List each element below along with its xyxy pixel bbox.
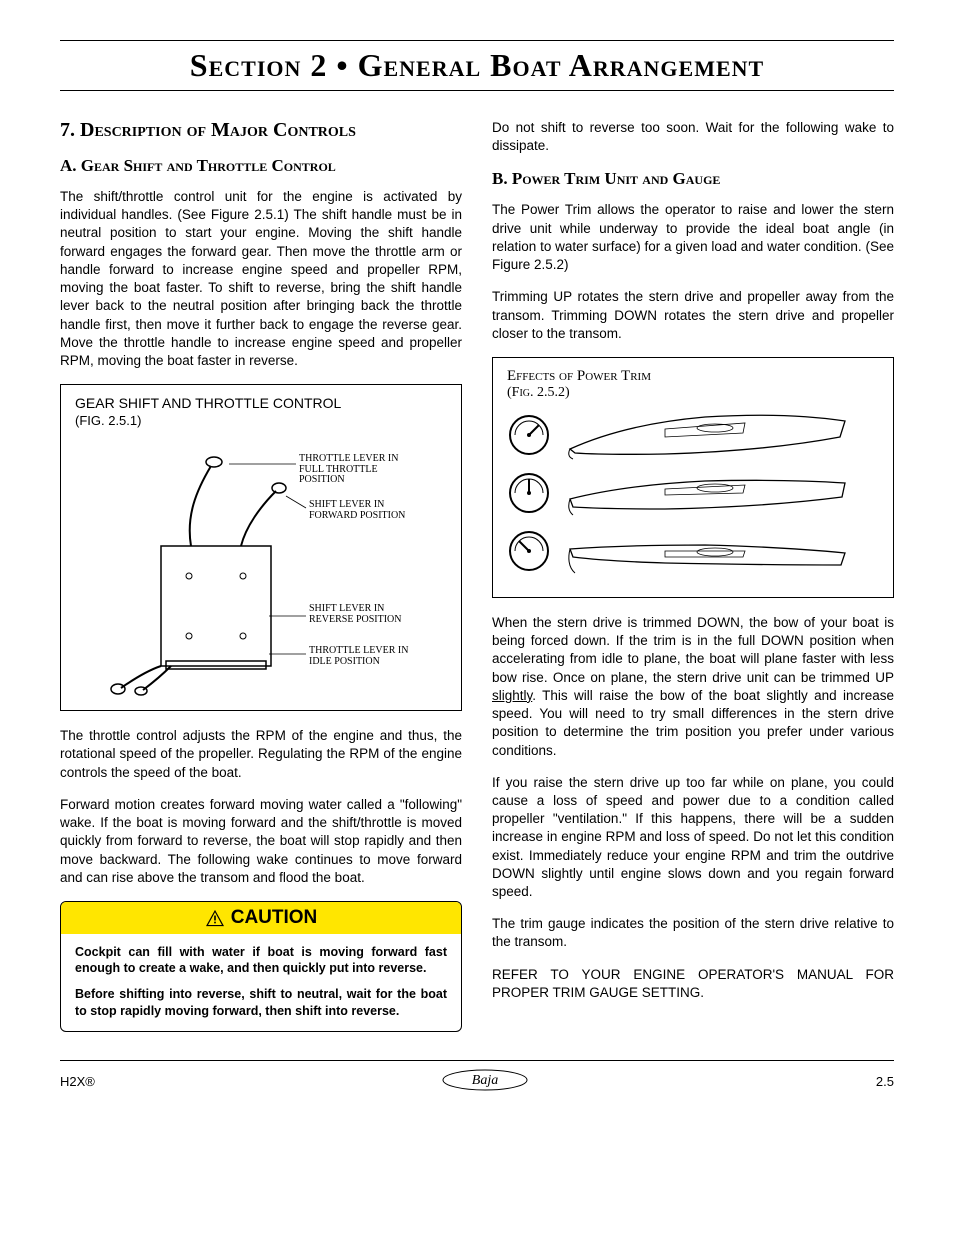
trim-row-down bbox=[507, 525, 879, 577]
warning-icon bbox=[205, 909, 225, 927]
boat-icon-up bbox=[565, 409, 855, 461]
fig2-subtitle: (Fig. 2.5.2) bbox=[507, 385, 879, 401]
para-r0: Do not shift to reverse too soon. Wait f… bbox=[492, 119, 894, 155]
heading-B: B. Power Trim Unit and Gauge bbox=[492, 169, 894, 189]
para-b2: Trimming UP rotates the stern drive and … bbox=[492, 288, 894, 343]
footer-left: H2X® bbox=[60, 1074, 95, 1089]
fig1-diagram: THROTTLE LEVER IN FULL THROTTLE POSITION… bbox=[75, 436, 447, 696]
fig1-title: GEAR SHIFT AND THROTTLE CONTROL bbox=[75, 395, 447, 411]
footer-page-number: 2.5 bbox=[876, 1074, 894, 1089]
caution-box: CAUTION Cockpit can fill with water if b… bbox=[60, 901, 462, 1032]
caution-header: CAUTION bbox=[61, 902, 461, 934]
fig1-label-3: SHIFT LEVER IN REVERSE POSITION bbox=[309, 604, 419, 625]
page-footer: H2X® Baja 2.5 bbox=[60, 1060, 894, 1096]
para-b3c: . This will raise the bow of the boat sl… bbox=[492, 688, 894, 758]
boat-icon-down bbox=[565, 525, 855, 577]
rule-bottom bbox=[60, 90, 894, 91]
rule-top bbox=[60, 40, 894, 41]
para-a3: Forward motion creates forward moving wa… bbox=[60, 796, 462, 887]
boat-icon-level bbox=[565, 467, 855, 519]
para-b3-underline: slightly bbox=[492, 688, 532, 703]
fig1-label-1: THROTTLE LEVER IN FULL THROTTLE POSITION bbox=[299, 454, 419, 486]
para-b3: When the stern drive is trimmed DOWN, th… bbox=[492, 614, 894, 760]
right-column: Do not shift to reverse too soon. Wait f… bbox=[492, 119, 894, 1032]
para-a1: The shift/throttle control unit for the … bbox=[60, 188, 462, 370]
caution-body: Cockpit can fill with water if boat is m… bbox=[61, 934, 461, 1031]
fig1-label-4: THROTTLE LEVER IN IDLE POSITION bbox=[309, 646, 421, 667]
figure-2-5-1: GEAR SHIFT AND THROTTLE CONTROL (FIG. 2.… bbox=[60, 384, 462, 711]
fig2-title: Effects of Power Trim bbox=[507, 368, 879, 385]
gauge-icon bbox=[507, 529, 551, 573]
para-a2: The throttle control adjusts the RPM of … bbox=[60, 727, 462, 782]
caution-label: CAUTION bbox=[231, 907, 318, 929]
section-title: Section 2 • General Boat Arrangement bbox=[60, 45, 894, 90]
trim-row-up bbox=[507, 409, 879, 461]
two-column-layout: 7. Description of Major Controls A. Gear… bbox=[60, 119, 894, 1032]
figure-2-5-2: Effects of Power Trim (Fig. 2.5.2) bbox=[492, 357, 894, 598]
gauge-icon bbox=[507, 471, 551, 515]
heading-A: A. Gear Shift and Throttle Control bbox=[60, 156, 462, 176]
gauge-icon bbox=[507, 413, 551, 457]
trim-row-mid bbox=[507, 467, 879, 519]
left-column: 7. Description of Major Controls A. Gear… bbox=[60, 119, 462, 1032]
caution-p2: Before shifting into reverse, shift to n… bbox=[75, 986, 447, 1019]
fig1-subtitle: (FIG. 2.5.1) bbox=[75, 413, 447, 428]
para-b5: The trim gauge indicates the position of… bbox=[492, 915, 894, 951]
footer-logo: Baja bbox=[95, 1067, 876, 1096]
footer-logo-text: Baja bbox=[472, 1073, 498, 1088]
heading-7: 7. Description of Major Controls bbox=[60, 119, 462, 142]
caution-p1: Cockpit can fill with water if boat is m… bbox=[75, 944, 447, 977]
para-b6: REFER TO YOUR ENGINE OPERATOR'S MANUAL F… bbox=[492, 966, 894, 1002]
para-b1: The Power Trim allows the operator to ra… bbox=[492, 201, 894, 274]
fig1-label-2: SHIFT LEVER IN FORWARD POSITION bbox=[309, 500, 419, 521]
para-b4: If you raise the stern drive up too far … bbox=[492, 774, 894, 902]
para-b3a: When the stern drive is trimmed DOWN, th… bbox=[492, 615, 894, 685]
